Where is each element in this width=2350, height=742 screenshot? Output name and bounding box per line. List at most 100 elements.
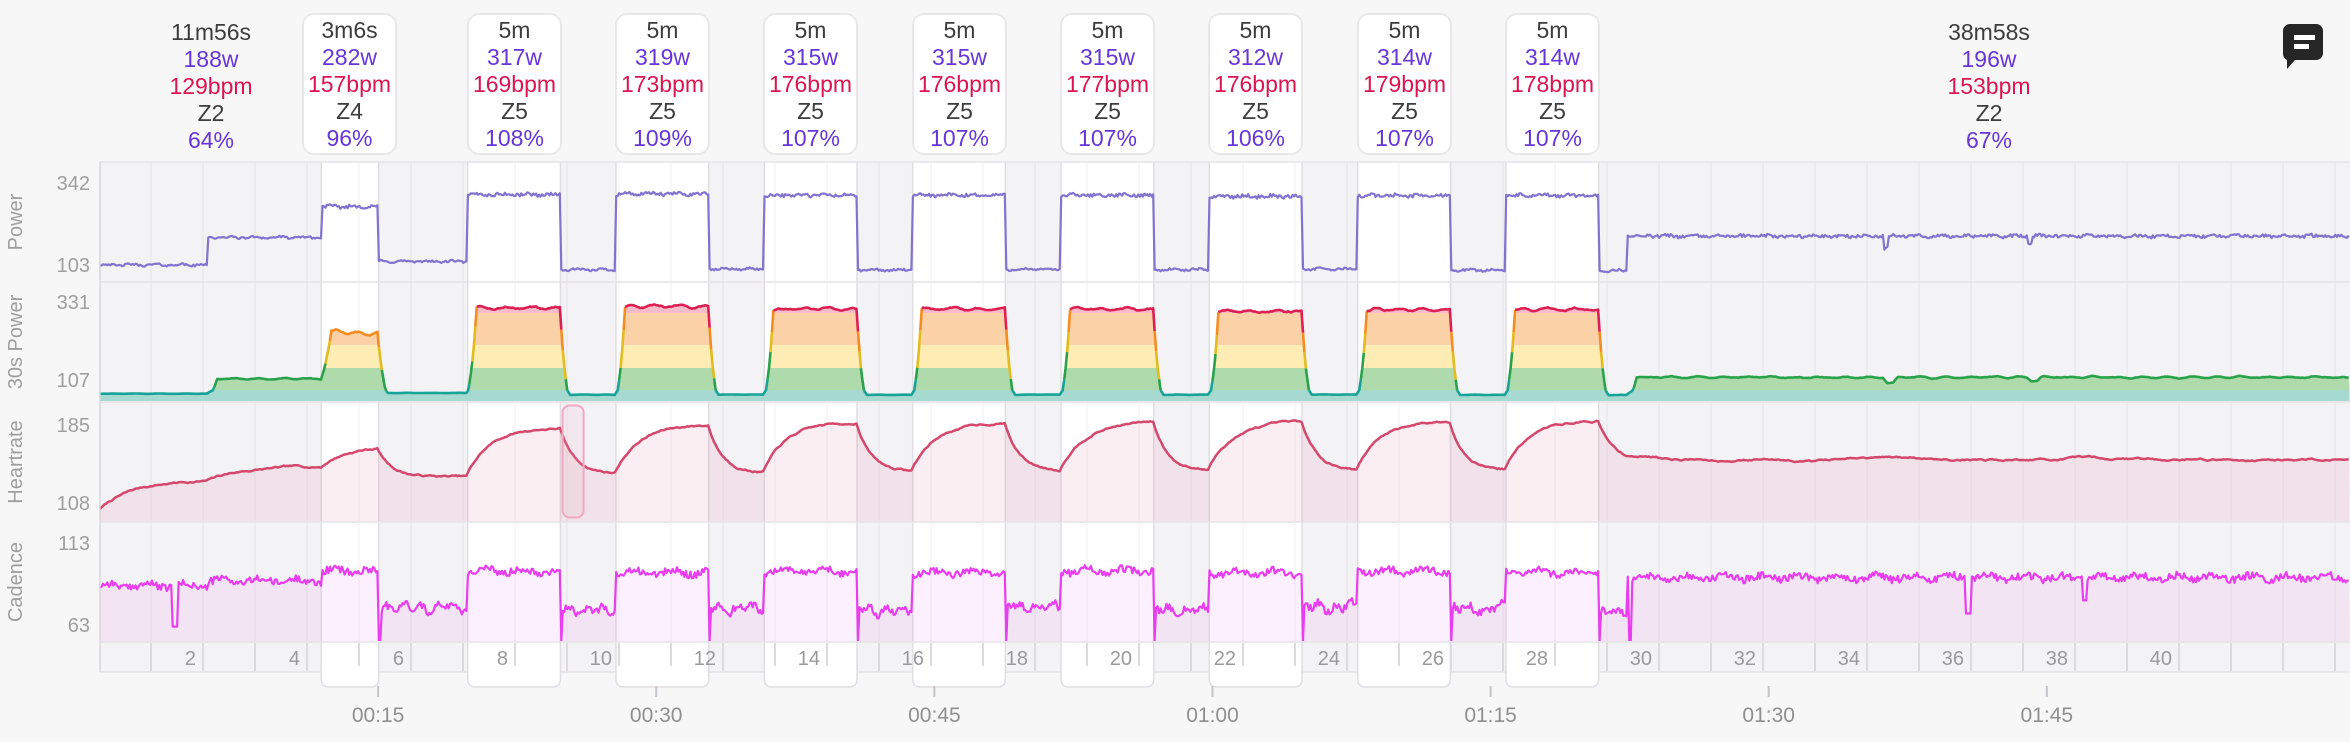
interval-number: 34 xyxy=(1838,648,1860,670)
interval-avg-power: 317w xyxy=(487,43,542,70)
interval-number: 14 xyxy=(798,648,820,670)
interval-summary-card[interactable]: 5m 314w 179bpm Z5 107% xyxy=(1357,13,1452,155)
heartrate-axis-max: 185 xyxy=(57,415,90,437)
selected-interval-tab[interactable] xyxy=(1060,666,1155,688)
interval-avg-power: 196w xyxy=(1961,45,2017,72)
interval-number: 10 xyxy=(590,648,612,670)
selected-interval-tab[interactable] xyxy=(615,666,710,688)
interval-duration: 11m56s xyxy=(170,18,252,45)
time-tick-label: 01:30 xyxy=(1742,704,1795,727)
interval-zone: Z5 xyxy=(1242,97,1269,124)
interval-number: 24 xyxy=(1318,648,1340,670)
interval-number: 32 xyxy=(1734,648,1756,670)
interval-avg-hr: 169bpm xyxy=(472,70,557,97)
interval-column[interactable] xyxy=(1357,162,1451,673)
interval-number: 18 xyxy=(1006,648,1028,670)
time-tick-label: 00:15 xyxy=(352,704,405,727)
interval-avg-hr: 176bpm xyxy=(768,70,853,97)
hr-selection-marker[interactable] xyxy=(561,404,585,519)
interval-summary-card[interactable]: 5m 315w 177bpm Z5 107% xyxy=(1060,13,1155,155)
interval-number: 6 xyxy=(393,648,404,670)
interval-intensity-pct: 107% xyxy=(1523,124,1582,151)
interval-number: 22 xyxy=(1214,648,1236,670)
30s-power-axis-min: 107 xyxy=(57,370,90,392)
interval-number: 12 xyxy=(694,648,716,670)
power-trace xyxy=(100,190,2350,274)
interval-duration: 5m xyxy=(794,16,827,43)
interval-zone: Z5 xyxy=(1391,97,1418,124)
heartrate-axis-min: 108 xyxy=(57,493,90,515)
interval-summary-card[interactable]: 5m 317w 169bpm Z5 108% xyxy=(467,13,562,155)
interval-intensity-pct: 96% xyxy=(326,124,373,151)
cadence-trace xyxy=(100,564,2350,641)
selected-interval-tab[interactable] xyxy=(911,666,1007,688)
interval-summary-card[interactable]: 5m 319w 173bpm Z5 109% xyxy=(615,13,710,155)
time-tick-label: 01:00 xyxy=(1186,704,1239,727)
interval-column[interactable] xyxy=(764,162,857,673)
interval-avg-hr: 157bpm xyxy=(307,70,392,97)
interval-column[interactable] xyxy=(616,162,709,673)
interval-summary-card[interactable]: 3m6s 282w 157bpm Z4 96% xyxy=(302,13,397,155)
interval-intensity-pct: 107% xyxy=(1375,124,1434,151)
interval-intensity-pct: 64% xyxy=(187,126,235,153)
interval-summary-card[interactable]: 5m 315w 176bpm Z5 107% xyxy=(912,13,1007,155)
interval-duration: 5m xyxy=(1388,16,1421,43)
interval-column[interactable] xyxy=(912,162,1006,673)
interval-column[interactable] xyxy=(1506,162,1599,673)
time-tick-label: 01:15 xyxy=(1464,704,1517,727)
interval-number: 40 xyxy=(2150,648,2172,670)
interval-duration: 5m xyxy=(1536,16,1569,43)
selected-interval-tab[interactable] xyxy=(1208,666,1303,688)
interval-zone: Z5 xyxy=(1094,97,1121,124)
interval-duration: 5m xyxy=(1091,16,1124,43)
interval-avg-power: 188w xyxy=(183,45,239,72)
interval-duration: 38m58s xyxy=(1948,18,2030,45)
interval-avg-hr: 153bpm xyxy=(1947,72,2031,99)
segment-summary[interactable]: 11m56s 188w 129bpm Z2 64% xyxy=(131,13,291,159)
interval-avg-hr: 179bpm xyxy=(1362,70,1447,97)
interval-column[interactable] xyxy=(321,162,379,673)
interval-zone: Z4 xyxy=(336,97,363,124)
interval-avg-power: 319w xyxy=(635,43,690,70)
interval-avg-power: 315w xyxy=(1080,43,1135,70)
time-tick-label: 01:45 xyxy=(2021,704,2074,727)
interval-number: 30 xyxy=(1630,648,1652,670)
interval-column[interactable] xyxy=(467,162,561,673)
interval-zone: Z5 xyxy=(501,97,528,124)
interval-zone: Z5 xyxy=(1539,97,1566,124)
interval-duration: 3m6s xyxy=(321,16,378,43)
interval-column[interactable] xyxy=(1061,162,1154,673)
interval-duration: 5m xyxy=(646,16,679,43)
interval-avg-hr: 176bpm xyxy=(1213,70,1298,97)
comment-button[interactable] xyxy=(2281,22,2325,70)
selected-interval-tab[interactable] xyxy=(320,666,380,688)
interval-zone: Z5 xyxy=(797,97,824,124)
interval-duration: 5m xyxy=(943,16,976,43)
interval-zone: Z2 xyxy=(1975,99,2003,126)
interval-summary-card[interactable]: 5m 314w 178bpm Z5 107% xyxy=(1505,13,1600,155)
selected-interval-tab[interactable] xyxy=(763,666,858,688)
power-axis-min: 103 xyxy=(57,255,90,277)
interval-avg-hr: 176bpm xyxy=(917,70,1002,97)
interval-number: 2 xyxy=(185,648,196,670)
selected-interval-tab[interactable] xyxy=(466,666,562,688)
interval-number: 4 xyxy=(289,648,300,670)
interval-summary-row: 11m56s 188w 129bpm Z2 64% 3m6s 282w 157bpm Z4 96%… xyxy=(0,0,2350,162)
plot-background xyxy=(99,161,2350,688)
selected-interval-tab[interactable] xyxy=(1356,666,1452,688)
interval-summary-card[interactable]: 5m 315w 176bpm Z5 107% xyxy=(763,13,858,155)
30s-power-axis-max: 331 xyxy=(57,292,90,314)
interval-duration: 5m xyxy=(1239,16,1272,43)
interval-number: 16 xyxy=(902,648,924,670)
segment-summary[interactable]: 38m58s 196w 153bpm Z2 67% xyxy=(1909,13,2069,159)
interval-avg-power: 312w xyxy=(1228,43,1283,70)
time-tick-label: 00:45 xyxy=(908,704,961,727)
heartrate-track-label: Heartrate xyxy=(5,420,27,503)
selected-interval-tab[interactable] xyxy=(1505,666,1600,688)
30s-power-track-label: 30s Power xyxy=(5,294,27,389)
interval-column[interactable] xyxy=(1209,162,1302,673)
interval-avg-hr: 178bpm xyxy=(1510,70,1595,97)
interval-summary-card[interactable]: 5m 312w 176bpm Z5 106% xyxy=(1208,13,1303,155)
